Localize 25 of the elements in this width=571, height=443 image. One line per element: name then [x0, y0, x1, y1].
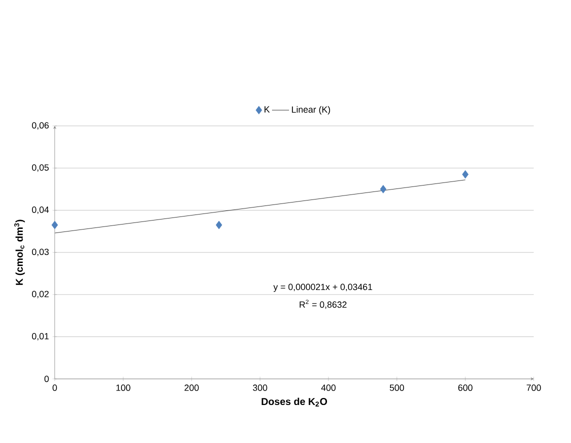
- y-tick-label: 0,02: [32, 290, 49, 298]
- annotation: R$^{2}$ = 0,8632: [300, 300, 346, 309]
- y-tick-label: 0: [44, 376, 49, 382]
- y-tick-label: 0,05: [32, 164, 49, 172]
- point: [216, 220, 222, 230]
- annotation: y = 0,000021x + 0,03461: [273, 284, 372, 292]
- x-tick-label: 200: [184, 384, 199, 391]
- y-tick-label: 0,03: [32, 248, 49, 256]
- legend-label: K: [264, 106, 270, 112]
- x-tick-label: 0: [52, 384, 57, 391]
- x-tick-label: 100: [116, 384, 130, 391]
- y-tick-label: 0,06: [32, 122, 49, 130]
- x-tick-label: 600: [458, 384, 472, 391]
- point: [52, 220, 58, 230]
- y-tick-label: 0,04: [32, 206, 49, 214]
- x-tick-label: 400: [321, 384, 336, 391]
- x-tick-label: 300: [252, 384, 268, 391]
- legend-label: Linear (K): [292, 106, 330, 114]
- point: [380, 184, 386, 194]
- y-axis-title: K (cmol$_{c}$ dm$^{3}$): [14, 220, 25, 285]
- x-axis-title: Doses de K$_{2}$O: [262, 398, 328, 406]
- y-tick-label: 0,01: [32, 333, 49, 340]
- point: [462, 170, 469, 179]
- x-tick-label: 500: [390, 384, 404, 391]
- x-tick-label: 700: [526, 384, 541, 391]
